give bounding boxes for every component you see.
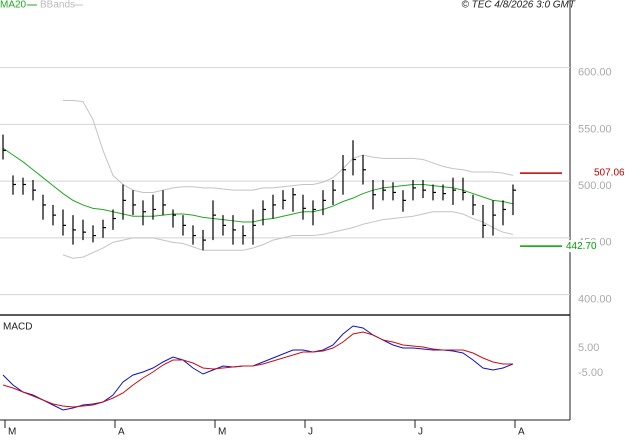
price-label-bg [593,167,627,180]
macd-title: MACD [3,322,32,333]
y-tick-label: 400.00 [578,293,612,305]
price-label: 442.70 [566,241,597,252]
price-label-bg [565,240,599,253]
x-tick-label: J [308,427,313,438]
timestamp: © TEC 4/8/2026 3:0 GMT [461,0,575,11]
x-tick-label: A [118,427,125,438]
x-tick-label: M [8,427,16,438]
y-tick-label: -5.00 [578,367,603,379]
y-tick-label: 500.00 [578,180,612,192]
legend-ma20: MA20 [0,0,27,11]
y-tick-label: 600.00 [578,67,612,79]
price-label: 507.06 [594,168,625,179]
x-tick-label: A [518,427,525,438]
y-tick-label: 5.00 [578,342,599,354]
macd-line [2,325,514,411]
ma-line [2,147,514,223]
legend-bbands: BBands [40,0,75,11]
macd-line [2,331,513,408]
y-tick-label: 550.00 [578,123,612,135]
band-line [62,211,514,259]
band-line [63,100,514,193]
x-tick-label: M [218,427,226,438]
x-tick-label: J [418,427,423,438]
